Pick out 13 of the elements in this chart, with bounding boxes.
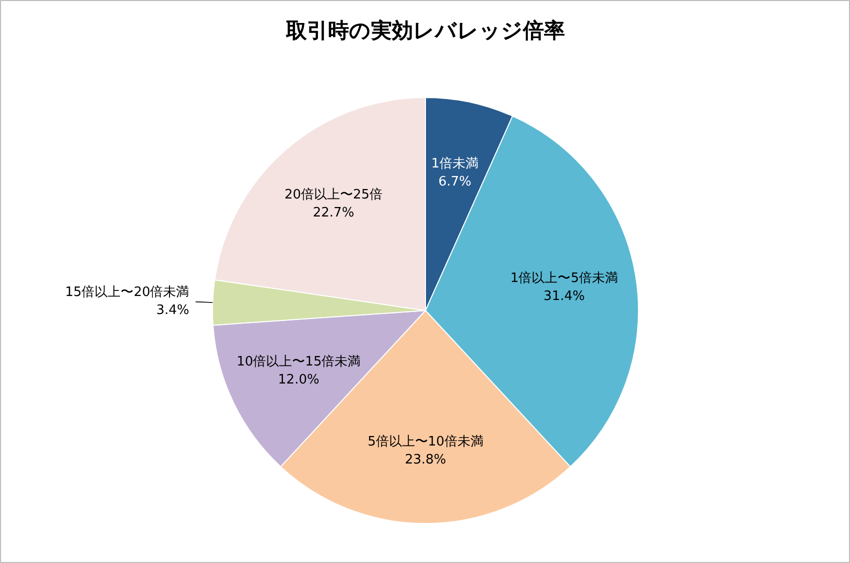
data-label: 3.4% — [156, 303, 190, 318]
slice-label: 20倍以上〜25倍 — [284, 188, 383, 203]
slice-label: 5倍以上〜10倍未満 — [368, 434, 484, 450]
slice-label: 1倍以上〜5倍未満 — [510, 271, 618, 286]
data-label: 12.0% — [278, 372, 320, 388]
slice-label: 10倍以上〜15倍未満 — [236, 354, 361, 370]
data-label: 6.7% — [438, 174, 472, 190]
slice-label: 1倍未満 — [431, 156, 479, 172]
slice-label: 15倍以上〜20倍未満 — [65, 285, 190, 300]
data-label: 22.7% — [312, 206, 354, 221]
data-label: 23.8% — [404, 452, 446, 468]
data-label: 31.4% — [544, 289, 585, 304]
chart-title: 取引時の実効レバレッジ倍率 — [285, 18, 565, 42]
